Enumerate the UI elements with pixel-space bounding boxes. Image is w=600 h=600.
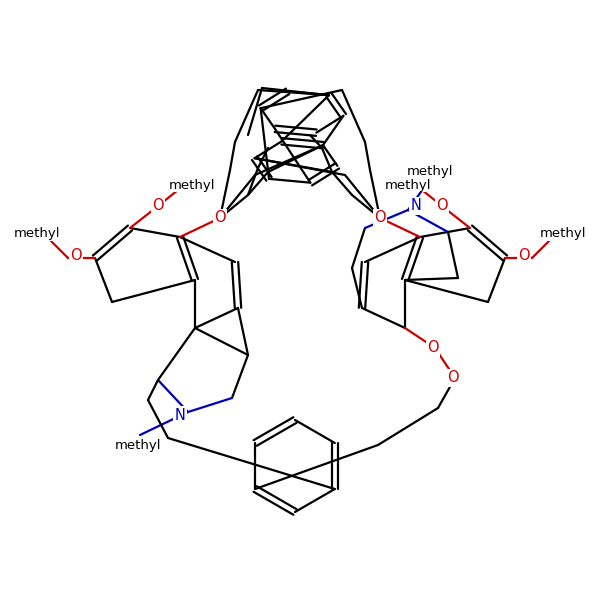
Text: O: O [70,247,82,263]
Text: methyl: methyl [169,179,215,191]
Text: O: O [436,199,448,214]
Text: O: O [214,211,226,226]
Text: methyl: methyl [14,227,60,241]
Text: methyl: methyl [385,179,431,191]
Text: methyl: methyl [407,166,453,179]
Text: methyl: methyl [540,227,586,241]
Text: N: N [410,199,421,214]
Text: O: O [427,340,439,355]
Text: O: O [374,211,386,226]
Text: methyl: methyl [115,439,161,451]
Text: O: O [518,247,530,263]
Text: O: O [447,370,459,385]
Text: N: N [175,407,185,422]
Text: O: O [152,199,164,214]
